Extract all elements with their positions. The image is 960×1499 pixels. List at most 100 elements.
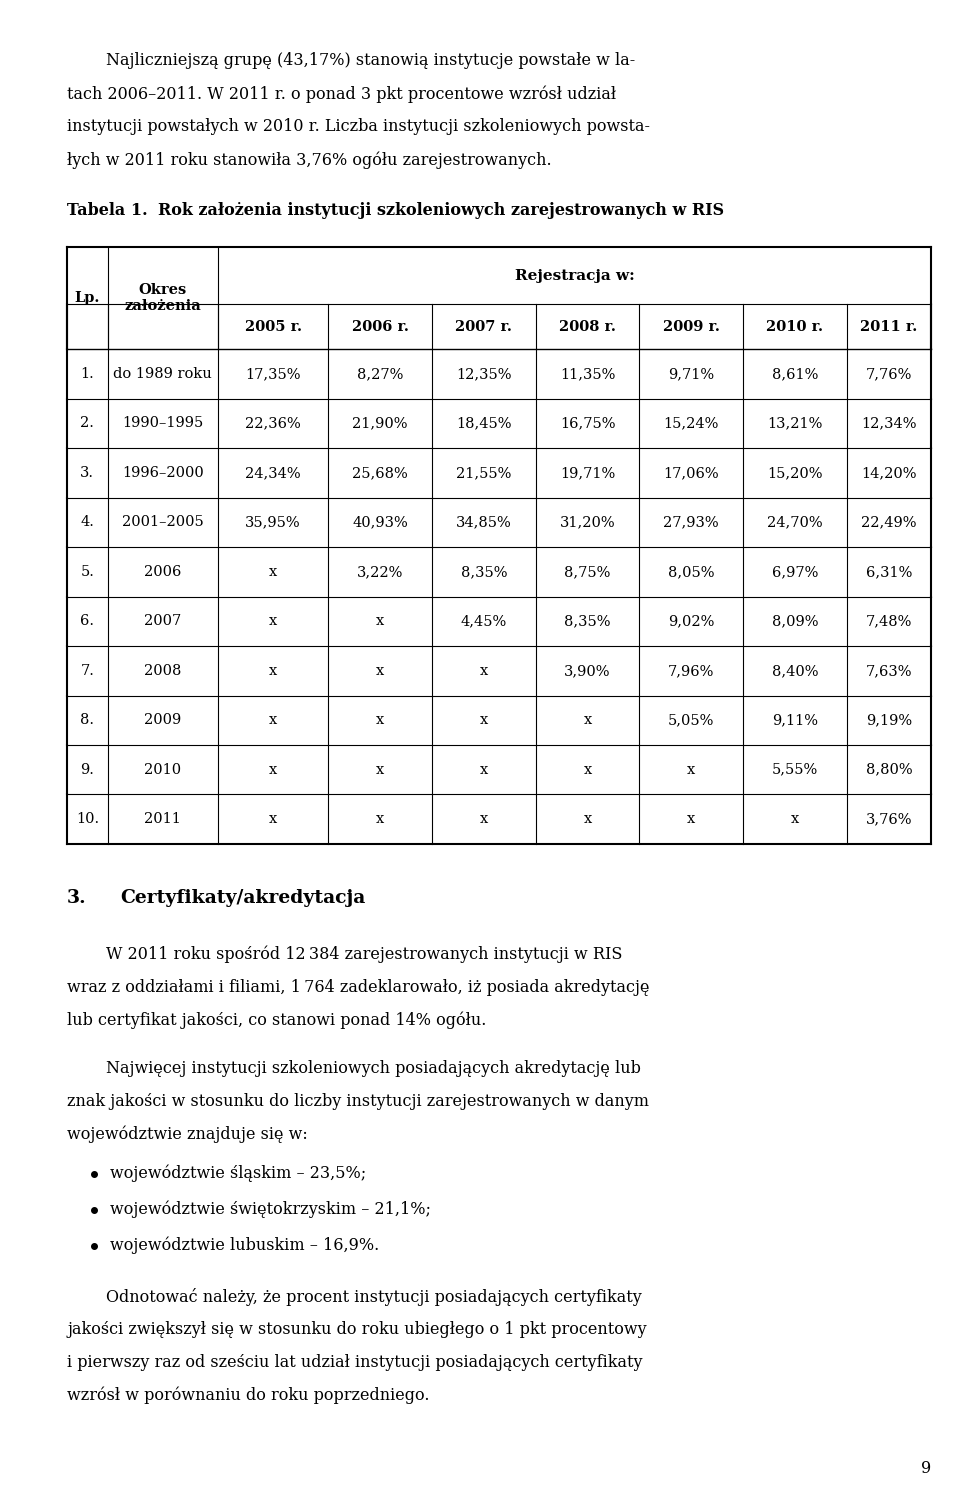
Text: x: x	[480, 664, 488, 678]
Text: 2005 r.: 2005 r.	[245, 319, 301, 334]
Text: 8,80%: 8,80%	[866, 763, 912, 776]
Text: x: x	[687, 812, 695, 826]
Text: 34,85%: 34,85%	[456, 516, 512, 529]
Text: instytucji powstałych w 2010 r. Liczba instytucji szkoleniowych powsta-: instytucji powstałych w 2010 r. Liczba i…	[67, 118, 650, 135]
Text: 3,22%: 3,22%	[357, 565, 403, 579]
Text: 2008: 2008	[144, 664, 181, 678]
Text: województwie lubuskim – 16,9%.: województwie lubuskim – 16,9%.	[110, 1237, 379, 1255]
Text: x: x	[376, 714, 384, 727]
Text: wraz z oddziałami i filiami, 1 764 zadeklarowało, iż posiada akredytację: wraz z oddziałami i filiami, 1 764 zadek…	[67, 979, 650, 995]
Text: x: x	[480, 714, 488, 727]
Text: łych w 2011 roku stanowiła 3,76% ogółu zarejestrowanych.: łych w 2011 roku stanowiła 3,76% ogółu z…	[67, 151, 552, 169]
Text: 18,45%: 18,45%	[456, 417, 512, 430]
Text: 3.: 3.	[67, 889, 86, 907]
Text: 7,76%: 7,76%	[866, 367, 912, 381]
Text: lub certyfikat jakości, co stanowi ponad 14% ogółu.: lub certyfikat jakości, co stanowi ponad…	[67, 1012, 487, 1030]
Text: i pierwszy raz od sześciu lat udział instytucji posiadających certyfikaty: i pierwszy raz od sześciu lat udział ins…	[67, 1354, 642, 1370]
Text: Najliczniejszą grupę (43,17%) stanowią instytucje powstałe w la-: Najliczniejszą grupę (43,17%) stanowią i…	[106, 52, 635, 69]
Text: x: x	[791, 812, 799, 826]
Text: x: x	[269, 565, 277, 579]
Text: 22,49%: 22,49%	[861, 516, 917, 529]
Text: 11,35%: 11,35%	[560, 367, 615, 381]
Text: 2008 r.: 2008 r.	[559, 319, 616, 334]
Text: x: x	[269, 615, 277, 628]
Text: 25,68%: 25,68%	[352, 466, 408, 480]
Text: 8,40%: 8,40%	[772, 664, 818, 678]
Text: 13,21%: 13,21%	[767, 417, 823, 430]
Text: 2006 r.: 2006 r.	[351, 319, 409, 334]
Text: 2007: 2007	[144, 615, 181, 628]
Text: 2011 r.: 2011 r.	[860, 319, 918, 334]
Text: 9: 9	[921, 1460, 931, 1477]
Text: x: x	[584, 763, 591, 776]
Text: 27,93%: 27,93%	[663, 516, 719, 529]
Text: x: x	[584, 714, 591, 727]
Text: 6,31%: 6,31%	[866, 565, 912, 579]
Text: województwie śląskim – 23,5%;: województwie śląskim – 23,5%;	[110, 1165, 367, 1183]
Text: 2006: 2006	[144, 565, 181, 579]
Text: 3.: 3.	[81, 466, 94, 480]
Text: x: x	[376, 664, 384, 678]
Text: 1.: 1.	[81, 367, 94, 381]
Text: 9,02%: 9,02%	[668, 615, 714, 628]
Text: 4,45%: 4,45%	[461, 615, 507, 628]
Text: 7,96%: 7,96%	[668, 664, 714, 678]
Text: 16,75%: 16,75%	[560, 417, 615, 430]
Text: 2010: 2010	[144, 763, 181, 776]
Text: 9,11%: 9,11%	[772, 714, 818, 727]
Text: x: x	[269, 664, 277, 678]
Text: 1990–1995: 1990–1995	[122, 417, 204, 430]
Text: 1996–2000: 1996–2000	[122, 466, 204, 480]
Text: 3,76%: 3,76%	[866, 812, 912, 826]
Text: 24,34%: 24,34%	[246, 466, 300, 480]
Text: x: x	[376, 812, 384, 826]
Text: 14,20%: 14,20%	[861, 466, 917, 480]
Text: x: x	[480, 812, 488, 826]
Text: 2011: 2011	[144, 812, 181, 826]
Text: 24,70%: 24,70%	[767, 516, 823, 529]
Text: 8.: 8.	[81, 714, 94, 727]
Text: Najwięcej instytucji szkoleniowych posiadających akredytację lub: Najwięcej instytucji szkoleniowych posia…	[106, 1060, 640, 1076]
Text: 8,61%: 8,61%	[772, 367, 818, 381]
Text: Odnotować należy, że procent instytucji posiadających certyfikaty: Odnotować należy, że procent instytucji …	[106, 1288, 641, 1306]
Text: 15,20%: 15,20%	[767, 466, 823, 480]
Text: 5,05%: 5,05%	[668, 714, 714, 727]
Text: 5,55%: 5,55%	[772, 763, 818, 776]
Text: 40,93%: 40,93%	[352, 516, 408, 529]
Text: x: x	[376, 615, 384, 628]
Text: 19,71%: 19,71%	[560, 466, 615, 480]
Text: 12,35%: 12,35%	[456, 367, 512, 381]
Text: do 1989 roku: do 1989 roku	[113, 367, 212, 381]
Text: znak jakości w stosunku do liczby instytucji zarejestrowanych w danym: znak jakości w stosunku do liczby instyt…	[67, 1093, 649, 1109]
Text: 9,19%: 9,19%	[866, 714, 912, 727]
Text: 4.: 4.	[81, 516, 94, 529]
Text: 8,35%: 8,35%	[564, 615, 611, 628]
Text: 6,97%: 6,97%	[772, 565, 818, 579]
Text: wzrósł w porównaniu do roku poprzedniego.: wzrósł w porównaniu do roku poprzedniego…	[67, 1387, 430, 1405]
Text: x: x	[269, 714, 277, 727]
Text: 2007 r.: 2007 r.	[455, 319, 513, 334]
Text: Rok założenia instytucji szkoleniowych zarejestrowanych w RIS: Rok założenia instytucji szkoleniowych z…	[158, 202, 725, 219]
Text: 7,63%: 7,63%	[866, 664, 912, 678]
Text: 2009 r.: 2009 r.	[662, 319, 720, 334]
Text: 12,34%: 12,34%	[861, 417, 917, 430]
Text: 9,71%: 9,71%	[668, 367, 714, 381]
Text: W 2011 roku spośród 12 384 zarejestrowanych instytucji w RIS: W 2011 roku spośród 12 384 zarejestrowan…	[106, 946, 622, 964]
Text: 2001–2005: 2001–2005	[122, 516, 204, 529]
Text: x: x	[269, 763, 277, 776]
Text: x: x	[480, 763, 488, 776]
Text: 31,20%: 31,20%	[560, 516, 615, 529]
Text: x: x	[269, 812, 277, 826]
Text: 6.: 6.	[81, 615, 94, 628]
Text: 7,48%: 7,48%	[866, 615, 912, 628]
Text: 2.: 2.	[81, 417, 94, 430]
Text: województwie świętokrzyskim – 21,1%;: województwie świętokrzyskim – 21,1%;	[110, 1201, 431, 1219]
Text: 8,35%: 8,35%	[461, 565, 507, 579]
Text: 8,05%: 8,05%	[668, 565, 714, 579]
Text: Okres
założenia: Okres założenia	[125, 283, 201, 313]
Text: 2009: 2009	[144, 714, 181, 727]
Text: województwie znajduje się w:: województwie znajduje się w:	[67, 1126, 308, 1144]
Text: x: x	[376, 763, 384, 776]
Text: Tabela 1.: Tabela 1.	[67, 202, 148, 219]
Text: 35,95%: 35,95%	[246, 516, 300, 529]
